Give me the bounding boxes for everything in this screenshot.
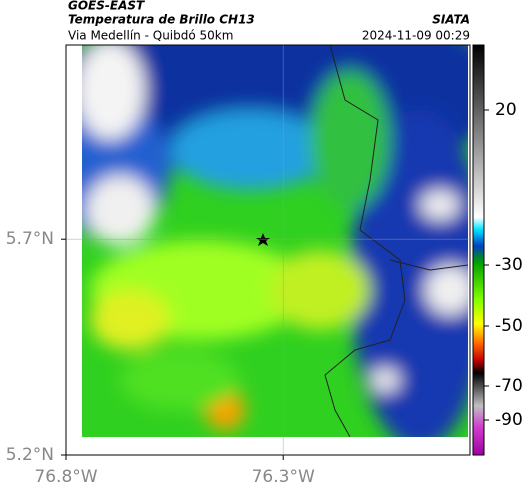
colorbar-tick-label: -50: [495, 316, 523, 336]
region: Via Medellín - Quibdó 50km: [68, 29, 233, 43]
x-tick-label: 76.3°W: [252, 467, 315, 487]
colorbar-tick-label: -90: [495, 410, 523, 430]
y-tick-label: 5.2°N: [6, 445, 54, 465]
x-tick-label: 76.8°W: [34, 467, 97, 487]
satellite: GOES-EAST: [68, 0, 145, 13]
source: SIATA: [432, 13, 470, 27]
colorbar: [472, 44, 485, 456]
y-tick-label: 5.7°N: [6, 229, 54, 249]
colorbar-tick-label: 20: [495, 100, 517, 120]
map-frame: [65, 44, 471, 456]
product: Temperatura de Brillo CH13: [68, 13, 255, 27]
colorbar-tick-label: -30: [495, 255, 523, 275]
satellite-image: [82, 45, 468, 437]
timestamp: 2024-11-09 00:29: [362, 29, 470, 43]
colorbar-tick-label: -70: [495, 376, 523, 396]
